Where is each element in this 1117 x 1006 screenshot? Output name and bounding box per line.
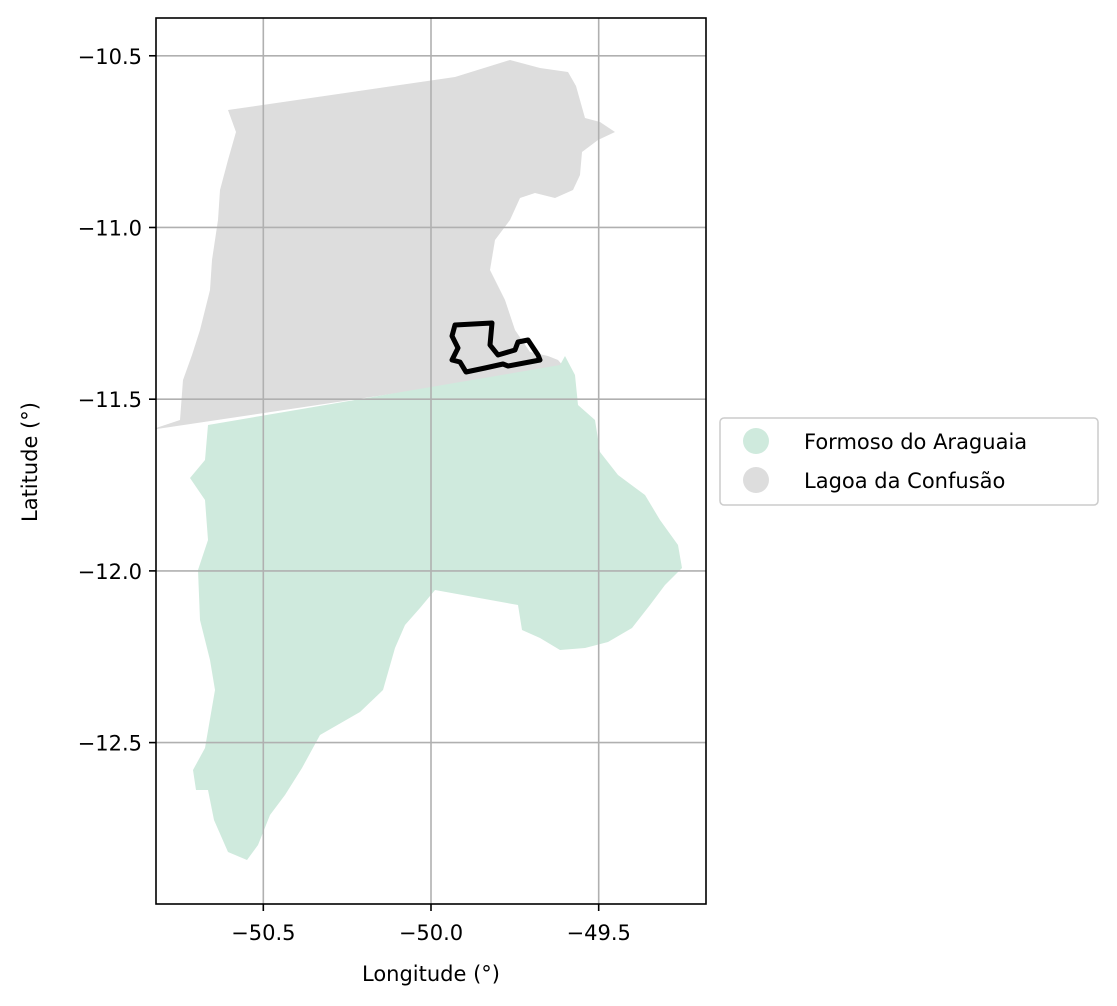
x-tick-label: −50.5 — [231, 921, 295, 945]
x-axis: −50.5 −50.0 −49.5 — [231, 904, 631, 945]
legend-marker-lagoa-da-confusao — [743, 467, 769, 493]
legend: Formoso do Araguaia Lagoa da Confusão — [719, 417, 1099, 506]
x-tick-label: −50.0 — [399, 921, 463, 945]
legend-label-formoso-do-araguaia: Formoso do Araguaia — [804, 430, 1027, 454]
legend-marker-formoso-do-araguaia — [743, 428, 769, 454]
y-tick-label: −11.5 — [78, 388, 142, 412]
legend-label-lagoa-da-confusao: Lagoa da Confusão — [804, 469, 1005, 493]
y-tick-label: −12.0 — [78, 560, 142, 584]
region-lagoa-da-confusao — [156, 60, 615, 430]
y-axis-label: Latitude (°) — [18, 402, 42, 522]
region-formoso-do-araguaia — [190, 356, 682, 860]
y-tick-label: −11.0 — [78, 216, 142, 240]
y-tick-label: −10.5 — [78, 45, 142, 69]
y-tick-label: −12.5 — [78, 732, 142, 756]
grid-lines — [156, 18, 706, 904]
legend-box — [719, 417, 1099, 506]
x-tick-label: −49.5 — [567, 921, 631, 945]
y-axis: −10.5 −11.0 −11.5 −12.0 −12.5 — [78, 45, 156, 756]
x-axis-label: Longitude (°) — [362, 962, 500, 986]
highlighted-area-outline — [449, 320, 543, 375]
